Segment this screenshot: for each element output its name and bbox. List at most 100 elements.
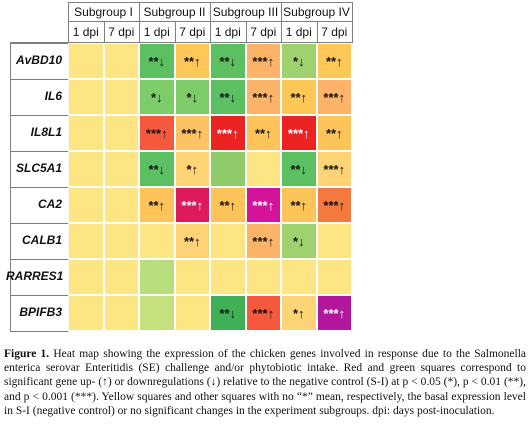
heatmap-cell <box>316 259 352 295</box>
grid-line <box>316 22 318 43</box>
heatmap-cell <box>103 151 139 187</box>
heatmap-cell: **↑ <box>316 115 352 151</box>
grid-line <box>10 43 68 44</box>
timepoint-header: 1 dpi <box>285 25 312 39</box>
heatmap-cell: **↑ <box>245 115 281 151</box>
grid-line <box>245 22 247 43</box>
heatmap-cell <box>210 259 246 295</box>
figure-caption: Figure 1. Heat map showing the expressio… <box>4 347 526 418</box>
heatmap-cell <box>103 223 139 259</box>
heatmap-cell <box>68 43 104 79</box>
heatmap-cell: **↑ <box>281 187 317 223</box>
subgroup-header: Subgroup III <box>212 5 279 19</box>
heatmap-cell: **↑ <box>316 43 352 79</box>
heatmap-cell: ***↑ <box>245 295 281 331</box>
grid-line <box>10 223 68 224</box>
heatmap-cell: ***↑ <box>316 187 352 223</box>
heatmap-cell: ***↑ <box>245 187 281 223</box>
heatmap-cell: ***↑ <box>174 115 210 151</box>
grid-line <box>10 79 68 80</box>
heatmap-cell <box>316 223 352 259</box>
timepoint-header: 1 dpi <box>214 25 241 39</box>
timepoint-header: 1 dpi <box>143 25 170 39</box>
heatmap-cell: ***↑ <box>281 115 317 151</box>
heatmap-cell: **↓ <box>210 295 246 331</box>
heatmap-cell <box>174 295 210 331</box>
heatmap-cell <box>68 223 104 259</box>
heatmap-cell <box>139 223 175 259</box>
grid-line <box>10 115 68 116</box>
gene-label: AvBD10 <box>15 53 62 67</box>
heatmap-cell <box>174 259 210 295</box>
timepoint-header: 7 dpi <box>250 25 277 39</box>
grid-line <box>10 187 68 188</box>
heatmap-cell: **↑ <box>139 187 175 223</box>
heatmap-cell: ***↑ <box>245 43 281 79</box>
gene-label: IL6 <box>44 89 62 103</box>
heatmap-cell: **↓ <box>139 43 175 79</box>
caption-label: Figure 1. <box>4 348 50 360</box>
heatmap-cell <box>245 151 281 187</box>
heatmap-cell: **↓ <box>139 151 175 187</box>
heatmap-cell: **↑ <box>174 223 210 259</box>
heatmap-cell: ***↑ <box>245 223 281 259</box>
grid-line <box>281 2 282 43</box>
heatmap-cell <box>68 187 104 223</box>
heatmap-cell: **↓ <box>210 79 246 115</box>
heatmap-cell <box>103 295 139 331</box>
heatmap-cell: **↑ <box>210 187 246 223</box>
subgroup-header: Subgroup II <box>143 5 206 19</box>
heatmap-cell <box>103 43 139 79</box>
heatmap-cell: ***↑ <box>316 79 352 115</box>
heatmap-cell <box>68 295 104 331</box>
heatmap-cell <box>68 115 104 151</box>
timepoint-header: 7 dpi <box>108 25 135 39</box>
grid-line <box>103 22 105 43</box>
heatmap-cell <box>68 151 104 187</box>
heatmap-cell <box>245 259 281 295</box>
heatmap-cell <box>210 151 246 187</box>
gene-label: BPIFB3 <box>19 305 62 319</box>
grid-line <box>352 2 353 43</box>
grid-line <box>10 42 352 43</box>
heatmap-cell: ***↑ <box>139 115 175 151</box>
heatmap-cell: **↑ <box>174 43 210 79</box>
heatmap-cell: **↓ <box>210 43 246 79</box>
heatmap-cell: **↓ <box>281 151 317 187</box>
gene-label: RARRES1 <box>6 269 64 283</box>
heatmap-cell <box>210 223 246 259</box>
grid-line <box>10 259 68 260</box>
heatmap-cell <box>103 187 139 223</box>
heatmap-cell: ***↑ <box>210 115 246 151</box>
gene-label: CALB1 <box>21 233 62 247</box>
heatmap-cell: *↑ <box>281 295 317 331</box>
gene-label: IL8L1 <box>30 125 62 139</box>
grid-line <box>68 2 69 43</box>
heatmap-cell <box>103 259 139 295</box>
grid-line <box>210 2 211 43</box>
gene-label: CA2 <box>37 197 62 211</box>
subgroup-header: Subgroup IV <box>283 5 350 19</box>
heatmap-cell: ***↑ <box>316 151 352 187</box>
subgroup-header: Subgroup I <box>74 5 133 19</box>
heatmap-cell: ***↑ <box>174 187 210 223</box>
heatmap-cell <box>68 259 104 295</box>
heatmap-cell: ***↑ <box>245 79 281 115</box>
grid-line <box>10 151 68 152</box>
heatmap-cell: *↓ <box>281 43 317 79</box>
heatmap-cell: *↑ <box>174 151 210 187</box>
timepoint-header: 7 dpi <box>321 25 348 39</box>
timepoint-header: 7 dpi <box>179 25 206 39</box>
grid-line <box>10 43 11 331</box>
heatmap-cell: *↓ <box>281 223 317 259</box>
heatmap-cell <box>103 79 139 115</box>
grid-line <box>174 22 176 43</box>
heatmap-cell <box>139 295 175 331</box>
grid-line <box>10 331 68 332</box>
gene-label: SLC5A1 <box>15 161 62 175</box>
grid-line <box>139 2 140 43</box>
heatmap-cell: *↓ <box>139 79 175 115</box>
timepoint-header: 1 dpi <box>72 25 99 39</box>
heatmap-cell <box>103 115 139 151</box>
